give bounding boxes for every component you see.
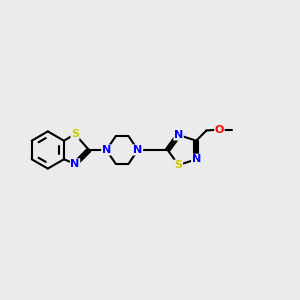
Text: S: S <box>71 129 79 139</box>
Text: O: O <box>215 124 224 135</box>
Text: N: N <box>192 154 201 164</box>
Text: N: N <box>174 130 183 140</box>
Text: N: N <box>70 159 80 169</box>
Text: N: N <box>102 145 111 155</box>
Text: S: S <box>175 160 183 170</box>
Text: N: N <box>133 145 142 155</box>
